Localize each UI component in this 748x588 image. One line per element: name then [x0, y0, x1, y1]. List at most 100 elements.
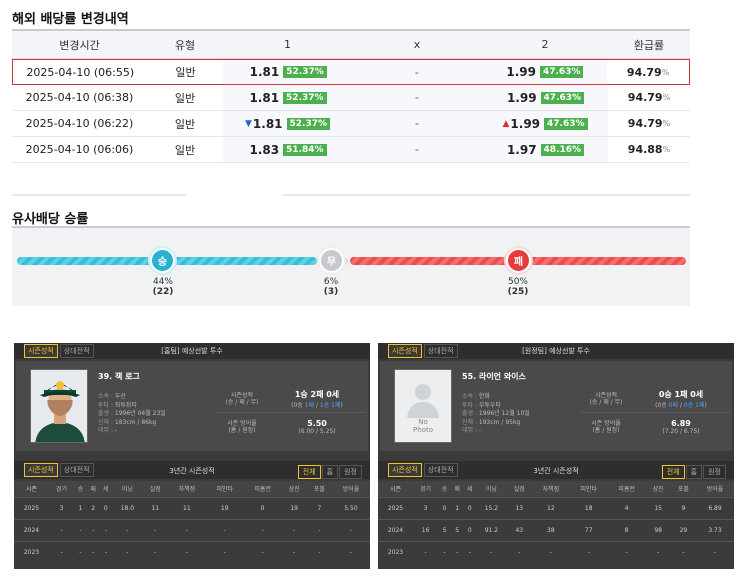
odds-refund: 94.79% [608, 111, 690, 136]
stats-cell: 1 [450, 496, 464, 519]
no-photo-line2: Photo [413, 426, 433, 434]
odds-away: 1.99 47.63% [482, 85, 608, 110]
stats-cell: - [205, 518, 244, 541]
stats-cell: 29 [670, 518, 697, 541]
stats-filter-tab[interactable]: 홈 [685, 465, 703, 479]
stats-col-header: 시즌 [378, 481, 413, 497]
stats-cell: 3.73 [696, 518, 734, 541]
odds-away: 1.97 48.16% [482, 137, 608, 162]
odds-refund: 94.79% [608, 85, 690, 110]
stats-cell: 91.2 [476, 518, 507, 541]
odds-refund-unit: % [661, 67, 670, 77]
stats-cell: 38 [531, 518, 570, 541]
tab-season-stats[interactable]: 시즌성적 [24, 344, 58, 358]
odds-table-header: 변경시간 유형 1 x 2 환급률 [12, 29, 690, 59]
odds-table: 변경시간 유형 1 x 2 환급률 2025-04-10 (06:55) 일반 1.… [12, 29, 690, 163]
yearly-header: 시즌성적 상대전적 [378, 461, 734, 479]
stats-col-header: 포볼 [306, 481, 333, 497]
away-pitcher-panel: 시즌성적 상대전적 [원정팀] 예상선발 투수 No Photo 55. 라이언 와이스 소… [378, 343, 734, 569]
tab-yearly-season[interactable]: 시즌성적 [388, 463, 422, 477]
stats-cell: - [450, 540, 464, 563]
stats-cell: 0 [463, 518, 477, 541]
odds-down-icon: ▼ [244, 118, 252, 129]
stats-cell: - [281, 518, 307, 541]
season-record-key: 시즌성적 (승 / 패 / 무) [225, 391, 259, 406]
stats-col-header: 포볼 [670, 481, 697, 497]
stats-col-header: 이닝 [112, 481, 143, 497]
stats-cell: - [86, 518, 100, 541]
stats-cell: 18 [569, 496, 608, 519]
stats-filter-tab[interactable]: 전체 [297, 465, 321, 479]
stats-cell: - [142, 540, 168, 563]
stats-col-header: 승 [438, 481, 451, 497]
stats-col-header: 삼진 [645, 481, 671, 497]
odds-row[interactable]: 2025-04-10 (06:22) 일반 ▼ 1.81 52.37% - ▲ 1.99 47.… [12, 111, 690, 137]
no-photo-placeholder: No Photo [394, 369, 452, 443]
stats-cell: - [476, 540, 507, 563]
stats-cell: - [142, 518, 168, 541]
odds-row[interactable]: 2025-04-10 (06:06) 일반 1.83 51.84% -1.97 48.16… [12, 137, 690, 163]
odds-row[interactable]: 2025-04-10 (06:38) 일반 1.81 52.37% -1.99 47.63… [12, 85, 690, 111]
odds-time: 2025-04-10 (06:38) [25, 91, 134, 104]
stats-filter-tab[interactable]: 홈 [321, 465, 339, 479]
odds-home-pct: 51.84% [283, 143, 327, 156]
stats-cell: - [332, 518, 370, 541]
stats-cell: - [645, 540, 671, 563]
divider [12, 194, 186, 196]
stats-col-header: 피홈런 [607, 481, 646, 497]
stats-cell: 12 [531, 496, 570, 519]
stats-filter-tab[interactable]: 원정 [703, 465, 726, 479]
stats-cell: 4 [607, 496, 646, 519]
stats-cell: - [243, 518, 282, 541]
pitcher-debut: 데뷔 : - [462, 427, 482, 434]
stats-cell: 2023 [14, 540, 49, 563]
stats-col-header: 시즌 [14, 481, 49, 497]
stats-row: 2025 3 1 2 0 18.0 11 11 19 0 19 7 5.50 [14, 496, 370, 519]
odds-away-pct: 47.63% [544, 117, 588, 130]
win-pct: 44% [152, 277, 173, 287]
odds-draw: - [352, 111, 482, 136]
stats-cell: 2024 [14, 518, 49, 541]
odds-away-pct: 47.63% [540, 91, 585, 104]
stats-filter-tab[interactable]: 전체 [661, 465, 685, 479]
season-summary: 시즌성적 (승 / 패 / 무) 1승 2패 0세 (0승 1패 / 1승 1패) 시즌… [216, 385, 366, 445]
odds-home-pct: 52.37% [283, 66, 327, 78]
stats-header-row: 시즌 경기 승 패 세 이닝 실점 자책점 피안타 피홈런 삼진 포볼 방어율 [378, 481, 734, 497]
pitcher-info: No Photo 55. 라이언 와이스 소속 : 한화 투타 : 우투우타 출생 : 1… [380, 361, 732, 451]
yearly-filter: 전체 홈 원정 [297, 465, 362, 479]
col-header-home: 1 [284, 38, 291, 51]
stats-cell: - [412, 540, 439, 563]
stats-cell: 7 [306, 496, 333, 519]
tab-season-stats[interactable]: 시즌성적 [388, 344, 422, 358]
stats-cell: 19 [281, 496, 307, 519]
panel-header: 시즌성적 상대전적 [14, 343, 370, 359]
stats-cell: - [74, 518, 87, 541]
stats-cell: 13 [506, 496, 532, 519]
win-label: 44% (22) [143, 277, 183, 297]
stats-cell: - [99, 540, 113, 563]
tab-yearly-season[interactable]: 시즌성적 [24, 463, 58, 477]
stats-cell: 3 [48, 496, 75, 519]
tab-yearly-h2h[interactable]: 상대전적 [423, 463, 458, 477]
pitcher-birth: 출생 : 1996년 04월 23일 [98, 410, 166, 417]
stats-col-header: 승 [74, 481, 87, 497]
stats-cell: 5 [438, 518, 451, 541]
tab-head-to-head[interactable]: 상대전적 [59, 344, 94, 358]
yearly-header: 시즌성적 상대전적 [14, 461, 370, 479]
stats-header-row: 시즌 경기 승 패 세 이닝 실점 자책점 피안타 피홈런 삼진 포볼 방어율 [14, 481, 370, 497]
stats-cell: - [306, 518, 333, 541]
pitcher-body: 신체 : 193cm / 95kg [462, 418, 521, 426]
stats-cell: - [463, 540, 477, 563]
odds-draw: - [352, 85, 482, 110]
season-record: 1승 2패 0세 [294, 389, 340, 399]
odds-type: 일반 [174, 143, 196, 157]
odds-refund: 94.79% [607, 60, 689, 84]
stats-cell: 5 [450, 518, 464, 541]
stats-cell: - [306, 540, 333, 563]
stats-col-header: 삼진 [281, 481, 307, 497]
tab-yearly-h2h[interactable]: 상대전적 [59, 463, 94, 477]
odds-time: 2025-04-10 (06:06) [25, 143, 134, 156]
stats-filter-tab[interactable]: 원정 [339, 465, 362, 479]
odds-row[interactable]: 2025-04-10 (06:55) 일반 1.81 52.37% -1.99 47.63… [12, 59, 690, 85]
tab-head-to-head[interactable]: 상대전적 [423, 344, 458, 358]
